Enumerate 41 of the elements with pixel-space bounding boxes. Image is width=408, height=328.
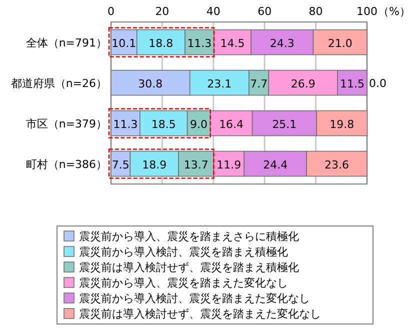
y-tick-label: 都道府県（n=26） <box>10 76 107 90</box>
data-label: 18.8 <box>148 36 174 50</box>
data-label: 24.3 <box>270 36 294 50</box>
y-tick-label: 町村（n=386） <box>26 158 107 171</box>
x-tick-label: 60 <box>258 5 272 18</box>
data-label: 23.6 <box>324 158 350 172</box>
data-label: 0.0 <box>369 76 386 90</box>
data-label: 10.1 <box>112 36 136 50</box>
data-label: 7.7 <box>250 77 268 90</box>
legend-label: 震災前から導入、震災を踏まえさらに積極化 <box>79 230 299 243</box>
data-label: 19.8 <box>330 118 354 131</box>
data-label: 18.5 <box>151 118 176 131</box>
x-tick-label: 100 <box>356 5 378 18</box>
data-label: 11.3 <box>113 118 138 131</box>
data-label: 14.5 <box>220 36 245 50</box>
legend-label: 震災前から導入検討、震災を踏まえ積極化 <box>79 246 288 258</box>
y-tick-label: 市区（n=379） <box>26 117 107 130</box>
x-tick-label: 20 <box>155 5 170 18</box>
x-tick-label: 40 <box>206 5 220 18</box>
data-label: 11.5 <box>340 77 365 90</box>
data-label: 13.7 <box>184 158 208 172</box>
data-label: 16.4 <box>219 118 244 131</box>
data-label: 25.1 <box>272 118 297 131</box>
data-label: 7.5 <box>112 158 130 172</box>
legend-label: 震災前から導入、震災を踏まえた変化なし <box>79 276 288 290</box>
data-label: 18.9 <box>142 158 167 172</box>
x-axis-title: （%） <box>378 5 408 18</box>
data-label: 30.8 <box>138 77 163 90</box>
x-tick-label: 0 <box>108 5 114 18</box>
data-label: 24.4 <box>263 158 288 172</box>
data-label: 21.0 <box>328 36 352 50</box>
legend-label: 震災前から導入検討、震災を踏まえた変化なし <box>79 292 310 305</box>
data-label: 11.3 <box>187 36 212 50</box>
legend-label: 震災前は導入検討せず、震災を踏まえ積極化 <box>79 261 299 274</box>
x-tick-label: 80 <box>308 5 323 18</box>
data-label: 23.1 <box>207 77 232 90</box>
legend-label: 震災前は導入検討せず、震災を踏まえた変化なし <box>79 308 321 320</box>
data-label: 11.9 <box>216 158 242 172</box>
y-tick-label: 全体（n=791） <box>26 36 107 50</box>
data-label: 26.9 <box>290 77 316 90</box>
data-label: 9.0 <box>190 118 208 131</box>
